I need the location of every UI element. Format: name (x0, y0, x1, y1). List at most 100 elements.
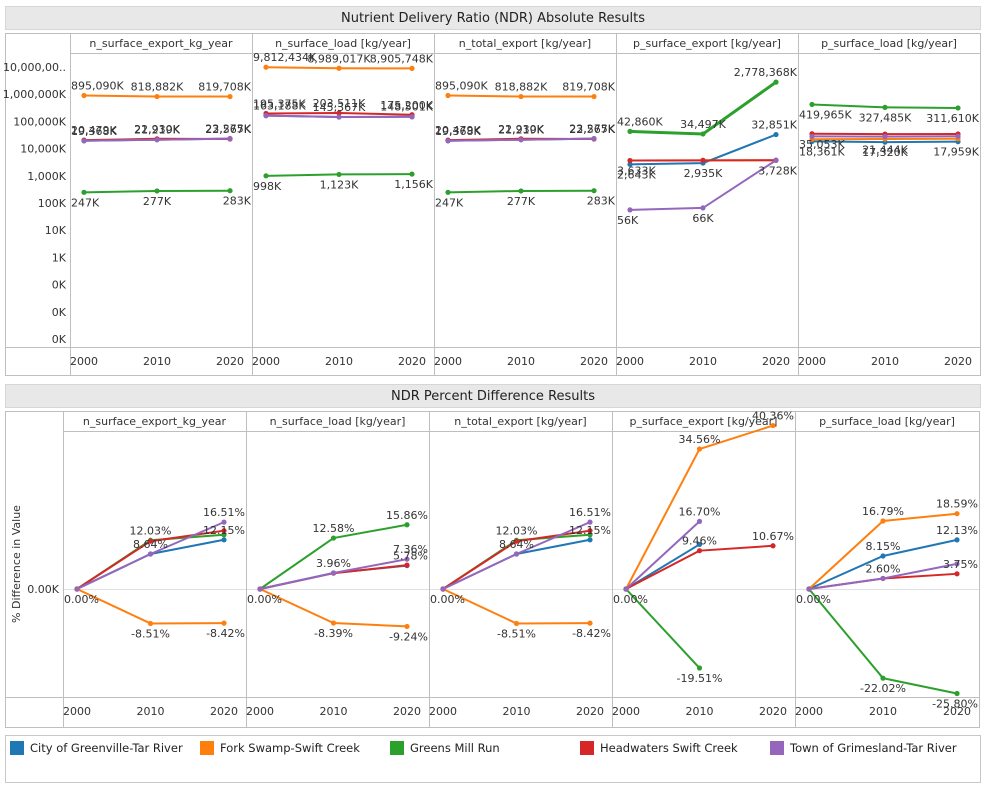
legend-item-headwaters[interactable]: Headwaters Swift Creek (580, 740, 738, 756)
data-point-fork-swamp-swift-creek[interactable] (330, 620, 337, 626)
data-point-town-of-grimesland-tar-river[interactable] (227, 136, 233, 142)
data-point-greens-mill-run[interactable] (882, 104, 888, 110)
data-point-town-of-grimesland-tar-river[interactable] (954, 561, 960, 567)
data-point-greens-mill-run[interactable] (627, 128, 633, 135)
data-point-town-of-grimesland-tar-river[interactable] (955, 133, 961, 139)
data-point-headwaters-swift-creek[interactable] (770, 543, 776, 549)
data-point-headwaters-swift-creek[interactable] (147, 538, 154, 544)
data-point-fork-swamp-swift-creek[interactable] (154, 93, 160, 100)
data-point-greens-mill-run[interactable] (809, 101, 815, 108)
data-point-town-of-grimesland-tar-river[interactable] (587, 519, 593, 525)
data-point-greens-mill-run[interactable] (700, 131, 706, 137)
data-point-fork-swamp-swift-creek[interactable] (591, 93, 597, 100)
data-point-town-of-grimesland-tar-river[interactable] (809, 133, 815, 140)
data-point-headwaters-swift-creek[interactable] (700, 157, 706, 163)
data-point-town-of-grimesland-tar-river[interactable] (773, 157, 779, 163)
data-point-town-of-grimesland-tar-river[interactable] (591, 136, 597, 142)
data-point-headwaters-swift-creek[interactable] (336, 110, 342, 116)
legend-item-greenville[interactable]: City of Greenville-Tar River (10, 740, 183, 756)
data-point-headwaters-swift-creek[interactable] (513, 538, 520, 544)
data-point-headwaters-swift-creek[interactable] (221, 528, 227, 534)
data-point-headwaters-swift-creek[interactable] (696, 548, 703, 554)
data-point-town-of-grimesland-tar-river[interactable] (409, 114, 415, 120)
data-point-greens-mill-run[interactable] (880, 675, 886, 681)
data-point-greens-mill-run[interactable] (221, 532, 227, 538)
data-point-city-of-greenville-tar-river[interactable] (221, 537, 227, 543)
data-point-fork-swamp-swift-creek[interactable] (954, 511, 960, 517)
data-point-town-of-grimesland-tar-river[interactable] (882, 134, 888, 140)
data-point-headwaters-swift-creek[interactable] (954, 571, 960, 577)
data-point-city-of-greenville-tar-river[interactable] (880, 553, 886, 559)
data-point-greens-mill-run[interactable] (773, 79, 779, 85)
data-point-fork-swamp-swift-creek[interactable] (336, 65, 342, 71)
data-point-town-of-grimesland-tar-river[interactable] (336, 114, 342, 120)
data-point-town-of-grimesland-tar-river[interactable] (440, 586, 446, 592)
data-point-headwaters-swift-creek[interactable] (627, 157, 633, 164)
data-label: 277K (143, 195, 172, 208)
data-point-town-of-grimesland-tar-river[interactable] (806, 586, 812, 592)
series-line-greens-mill-run[interactable] (625, 588, 701, 669)
data-point-greens-mill-run[interactable] (81, 189, 87, 195)
data-point-city-of-greenville-tar-river[interactable] (587, 537, 593, 543)
data-point-fork-swamp-swift-creek[interactable] (81, 92, 87, 99)
data-point-town-of-grimesland-tar-river[interactable] (74, 586, 80, 592)
data-point-city-of-greenville-tar-river[interactable] (627, 161, 633, 167)
legend-item-fork-swamp[interactable]: Fork Swamp-Swift Creek (200, 740, 360, 756)
data-point-town-of-grimesland-tar-river[interactable] (623, 586, 629, 592)
data-point-town-of-grimesland-tar-river[interactable] (257, 586, 263, 592)
data-point-fork-swamp-swift-creek[interactable] (880, 518, 886, 524)
data-point-greens-mill-run[interactable] (445, 189, 451, 195)
data-point-fork-swamp-swift-creek[interactable] (409, 65, 415, 71)
legend-item-grimesland[interactable]: Town of Grimesland-Tar River (770, 740, 957, 756)
data-point-fork-swamp-swift-creek[interactable] (770, 422, 776, 429)
data-point-fork-swamp-swift-creek[interactable] (518, 93, 524, 100)
data-point-greens-mill-run[interactable] (154, 188, 160, 194)
data-point-fork-swamp-swift-creek[interactable] (147, 620, 154, 627)
legend: City of Greenville-Tar River Fork Swamp-… (5, 735, 981, 783)
data-point-city-of-greenville-tar-river[interactable] (773, 131, 779, 138)
data-point-fork-swamp-swift-creek[interactable] (696, 446, 703, 452)
data-label: 22,930K (498, 123, 544, 136)
data-point-fork-swamp-swift-creek[interactable] (221, 620, 227, 626)
data-point-town-of-grimesland-tar-river[interactable] (81, 138, 87, 144)
data-point-greens-mill-run[interactable] (518, 188, 524, 194)
data-point-greens-mill-run[interactable] (591, 188, 597, 194)
data-point-greens-mill-run[interactable] (955, 105, 961, 111)
data-point-town-of-grimesland-tar-river[interactable] (880, 575, 886, 582)
data-point-town-of-grimesland-tar-river[interactable] (513, 551, 520, 557)
data-point-town-of-grimesland-tar-river[interactable] (330, 570, 337, 576)
data-point-town-of-grimesland-tar-river[interactable] (221, 519, 227, 525)
data-point-fork-swamp-swift-creek[interactable] (587, 620, 593, 626)
data-label: 20,479K (71, 124, 117, 137)
data-point-fork-swamp-swift-creek[interactable] (263, 64, 269, 70)
data-point-town-of-grimesland-tar-river[interactable] (696, 518, 703, 524)
data-point-fork-swamp-swift-creek[interactable] (513, 620, 520, 627)
data-point-greens-mill-run[interactable] (696, 665, 703, 671)
data-point-greens-mill-run[interactable] (227, 188, 233, 194)
data-label: 8.64% (499, 538, 534, 551)
data-point-town-of-grimesland-tar-river[interactable] (445, 138, 451, 144)
legend-item-greens-mill[interactable]: Greens Mill Run (390, 740, 500, 756)
data-point-greens-mill-run[interactable] (404, 522, 410, 528)
data-point-fork-swamp-swift-creek[interactable] (227, 93, 233, 100)
data-point-city-of-greenville-tar-river[interactable] (954, 537, 960, 543)
data-point-headwaters-swift-creek[interactable] (587, 528, 593, 534)
data-point-town-of-grimesland-tar-river[interactable] (404, 556, 410, 562)
data-point-greens-mill-run[interactable] (336, 171, 342, 178)
data-point-greens-mill-run[interactable] (954, 690, 960, 697)
data-point-town-of-grimesland-tar-river[interactable] (627, 207, 633, 213)
data-point-town-of-grimesland-tar-river[interactable] (518, 137, 524, 143)
data-point-greens-mill-run[interactable] (263, 173, 269, 179)
data-point-headwaters-swift-creek[interactable] (404, 562, 410, 568)
data-point-fork-swamp-swift-creek[interactable] (404, 623, 410, 630)
data-point-greens-mill-run[interactable] (409, 171, 415, 177)
data-point-city-of-greenville-tar-river[interactable] (696, 541, 703, 548)
data-point-greens-mill-run[interactable] (330, 535, 337, 541)
data-point-fork-swamp-swift-creek[interactable] (445, 92, 451, 99)
data-point-greens-mill-run[interactable] (587, 532, 593, 538)
data-point-town-of-grimesland-tar-river[interactable] (147, 551, 154, 557)
data-point-town-of-grimesland-tar-river[interactable] (154, 137, 160, 143)
data-point-town-of-grimesland-tar-river[interactable] (700, 205, 706, 211)
series-line-town-of-grimesland-tar-river[interactable] (625, 520, 701, 590)
data-point-town-of-grimesland-tar-river[interactable] (263, 113, 269, 119)
